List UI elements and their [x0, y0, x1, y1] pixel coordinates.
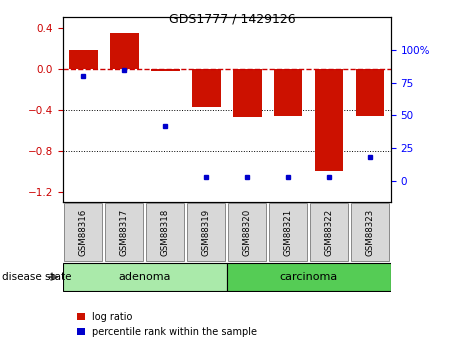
Text: GSM88318: GSM88318	[161, 208, 170, 256]
Text: disease state: disease state	[2, 272, 72, 282]
FancyBboxPatch shape	[351, 203, 389, 261]
Legend: log ratio, percentile rank within the sample: log ratio, percentile rank within the sa…	[77, 312, 258, 337]
Bar	[233, 69, 261, 117]
Bar	[69, 50, 98, 69]
FancyBboxPatch shape	[65, 203, 102, 261]
Text: GSM88317: GSM88317	[120, 208, 129, 256]
FancyBboxPatch shape	[228, 203, 266, 261]
Bar	[110, 33, 139, 69]
Text: GSM88319: GSM88319	[202, 208, 211, 256]
Bar	[151, 69, 179, 71]
FancyBboxPatch shape	[226, 263, 391, 291]
Text: adenoma: adenoma	[119, 272, 171, 282]
FancyBboxPatch shape	[269, 203, 307, 261]
Text: GDS1777 / 1429126: GDS1777 / 1429126	[169, 12, 296, 25]
FancyBboxPatch shape	[106, 203, 143, 261]
FancyBboxPatch shape	[310, 203, 348, 261]
Bar	[192, 69, 220, 108]
Text: GSM88321: GSM88321	[284, 208, 292, 256]
FancyBboxPatch shape	[146, 203, 184, 261]
Text: carcinoma: carcinoma	[279, 272, 338, 282]
FancyBboxPatch shape	[187, 203, 225, 261]
Text: GSM88322: GSM88322	[325, 208, 333, 256]
Bar	[356, 69, 385, 116]
Bar	[274, 69, 303, 116]
Text: GSM88320: GSM88320	[243, 208, 252, 256]
Text: GSM88323: GSM88323	[365, 208, 375, 256]
Text: GSM88316: GSM88316	[79, 208, 88, 256]
Bar	[315, 69, 344, 171]
FancyBboxPatch shape	[63, 263, 226, 291]
